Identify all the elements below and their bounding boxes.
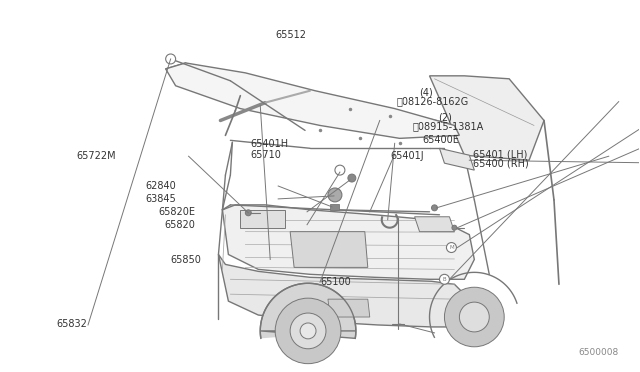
Text: 65832: 65832 <box>56 320 88 330</box>
Text: (2): (2) <box>438 113 452 123</box>
Circle shape <box>245 210 252 216</box>
Text: 62840: 62840 <box>146 181 177 191</box>
Text: 6500008: 6500008 <box>579 348 619 357</box>
Text: 65710: 65710 <box>250 150 281 160</box>
Polygon shape <box>223 205 474 279</box>
Bar <box>330 204 339 210</box>
Polygon shape <box>440 148 474 170</box>
Polygon shape <box>260 283 356 339</box>
Circle shape <box>440 274 449 284</box>
Polygon shape <box>290 232 368 267</box>
Text: 65820: 65820 <box>165 220 196 230</box>
Circle shape <box>275 298 341 364</box>
Text: 65401H: 65401H <box>250 138 288 148</box>
Text: 65820E: 65820E <box>159 207 196 217</box>
Circle shape <box>328 188 342 202</box>
Text: 65400E: 65400E <box>422 135 459 145</box>
Polygon shape <box>328 299 370 317</box>
Circle shape <box>431 205 438 211</box>
Text: ⒲08126-8162G: ⒲08126-8162G <box>396 96 468 106</box>
Text: 65100: 65100 <box>320 277 351 287</box>
Circle shape <box>300 323 316 339</box>
Text: 65401J: 65401J <box>390 151 424 161</box>
Polygon shape <box>166 63 460 138</box>
Text: 65400 (RH): 65400 (RH) <box>473 159 529 169</box>
Circle shape <box>452 225 457 230</box>
Polygon shape <box>415 217 454 232</box>
Circle shape <box>335 165 345 175</box>
Text: (4): (4) <box>419 87 433 97</box>
Circle shape <box>348 174 356 182</box>
Circle shape <box>460 302 489 332</box>
Text: 65722M: 65722M <box>76 151 116 161</box>
Text: 63845: 63845 <box>146 194 177 204</box>
Text: ⓜ08915-1381A: ⓜ08915-1381A <box>412 121 484 131</box>
Polygon shape <box>218 254 471 327</box>
Text: M: M <box>449 245 454 250</box>
Circle shape <box>444 287 504 347</box>
Circle shape <box>290 313 326 349</box>
Polygon shape <box>241 210 285 228</box>
Text: 65850: 65850 <box>170 255 201 265</box>
Text: B: B <box>443 277 446 282</box>
Circle shape <box>447 243 456 253</box>
Circle shape <box>166 54 175 64</box>
Polygon shape <box>429 76 544 160</box>
Text: 65401 (LH): 65401 (LH) <box>473 150 527 160</box>
Text: 65512: 65512 <box>275 30 307 40</box>
